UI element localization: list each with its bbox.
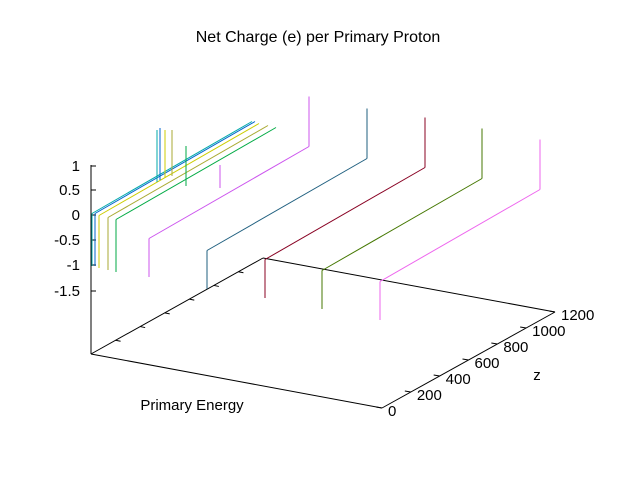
z-tick-mark (548, 310, 556, 313)
front-base-edge (90, 353, 383, 409)
back-base-edge (262, 257, 556, 313)
energy-tick-mark (213, 284, 219, 287)
chart-title: Net Charge (e) per Primary Proton (196, 29, 441, 46)
series-trace (115, 127, 277, 272)
vertical-tick-label: -1.5 (54, 283, 80, 300)
z-tick-label: 800 (503, 339, 528, 356)
energy-tick-mark (238, 271, 244, 274)
series-trace (321, 128, 483, 309)
x-axis-label: Primary Energy (140, 397, 244, 414)
z-tick-mark (433, 374, 440, 377)
series-trace (206, 108, 368, 289)
energy-tick-mark (140, 326, 146, 329)
z-tick-mark (375, 406, 383, 409)
vertical-tick-label: -1 (67, 257, 80, 274)
series-trace (264, 117, 426, 298)
series-trace (148, 96, 310, 277)
series-run-line (206, 158, 368, 251)
series-run-line (107, 125, 269, 218)
z-tick-label: 600 (475, 355, 500, 372)
vertical-tick-label: 0.5 (59, 182, 80, 199)
series-trace (94, 121, 256, 266)
series-trace (98, 123, 260, 268)
series-run-line (98, 123, 260, 216)
series-run-line (379, 189, 541, 282)
vertical-tick-label: -0.5 (54, 232, 80, 249)
energy-tick-mark (164, 312, 170, 315)
y-axis-label: z (533, 367, 541, 384)
series-run-line (115, 127, 277, 220)
series-layer (91, 96, 541, 320)
z-tick-label: 1200 (561, 307, 594, 324)
energy-tick-mark (189, 298, 195, 301)
series-run-line (321, 178, 483, 271)
energy-tick-mark (115, 339, 121, 342)
series-trace (379, 139, 541, 320)
z-tick-label: 0 (388, 403, 396, 420)
series-run-line (148, 146, 310, 239)
z-tick-label: 200 (417, 387, 442, 404)
z-tick-mark (404, 390, 411, 393)
z-tick-label: 1000 (532, 323, 565, 340)
z-tick-mark (491, 342, 498, 345)
series-trace (107, 125, 269, 270)
left-base-edge (90, 257, 264, 355)
vertical-tick-label: 0 (72, 207, 80, 224)
vertical-tick-label: 1 (72, 158, 80, 175)
z-tick-mark (462, 358, 469, 361)
series-run-line (264, 167, 426, 260)
z-tick-mark (520, 326, 527, 329)
z-tick-label: 400 (446, 371, 471, 388)
series-run-line (94, 121, 256, 214)
